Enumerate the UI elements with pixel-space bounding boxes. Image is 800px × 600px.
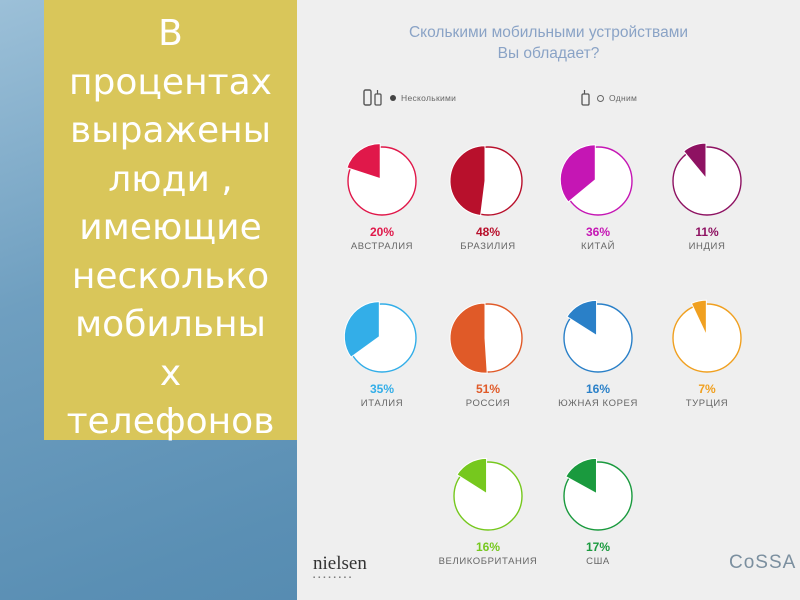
- pie-svg: [672, 142, 742, 216]
- pie-category-label: БРАЗИЛИЯ: [460, 241, 516, 252]
- chart-title-line1: Сколькими мобильными устройствами: [408, 24, 689, 41]
- pie-chart: 17% США: [543, 456, 653, 567]
- pie-slice: [456, 457, 488, 495]
- pie-category-label: КИТАЙ: [580, 241, 615, 252]
- legend-dot-filled: [390, 95, 396, 101]
- legend-multiple: Несколькими: [363, 88, 456, 108]
- legend-dot-empty: [597, 94, 604, 102]
- pie-svg: [449, 145, 523, 217]
- pie-svg: [449, 302, 523, 374]
- nielsen-logo-dots: ▪▪▪▪▪▪▪▪: [313, 575, 355, 581]
- chart-title-line2: Вы обладает?: [497, 45, 600, 62]
- pie-chart: 51% РОССИЯ: [433, 298, 543, 409]
- pie-category-label: ИНДИЯ: [688, 241, 726, 252]
- pie-category-label: ИТАЛИЯ: [360, 398, 404, 409]
- cossa-logo: CoSSA: [729, 552, 797, 573]
- pie-chart: 7% ТУРЦИЯ: [652, 298, 762, 409]
- pie-category-label: ТУРЦИЯ: [685, 398, 729, 409]
- pie-remainder: [672, 303, 742, 373]
- pie-svg: [559, 144, 633, 216]
- pie-chart: 20% АВСТРАЛИЯ: [327, 141, 437, 252]
- pie-chart: 48% БРАЗИЛИЯ: [433, 141, 543, 252]
- pie-svg: [343, 301, 417, 373]
- pie-slice: [566, 299, 598, 337]
- pie-category-label: ВЕЛИКОБРИТАНИЯ: [438, 556, 538, 567]
- pie-slice: [565, 457, 597, 495]
- pie-value-label: 48%: [475, 225, 501, 239]
- pie-category-label: США: [586, 556, 610, 567]
- pie-chart: 16% ЮЖНАЯ КОРЕЯ: [543, 298, 653, 409]
- pie-svg: [346, 143, 417, 216]
- chart-title: Сколькими мобильными устройствами Вы обл…: [297, 22, 800, 64]
- pie-slice: [559, 144, 596, 203]
- pie-value-label: 16%: [475, 540, 501, 554]
- pie-value-label: 36%: [585, 225, 611, 239]
- legend-single: Одним: [580, 88, 637, 108]
- pie-category-label: ЮЖНАЯ КОРЕЯ: [558, 398, 638, 409]
- pie-value-label: 35%: [369, 382, 395, 396]
- pie-value-label: 20%: [369, 225, 395, 239]
- phone-icon: [581, 90, 590, 106]
- pie-slice: [343, 301, 380, 358]
- infographic-panel: Сколькими мобильными устройствами Вы обл…: [297, 0, 800, 600]
- pie-slice: [682, 142, 707, 180]
- pie-slice: [346, 143, 381, 180]
- pie-svg: [672, 299, 742, 373]
- pie-category-label: АВСТРАЛИЯ: [350, 241, 414, 252]
- pie-value-label: 17%: [585, 540, 611, 554]
- pie-category-label: РОССИЯ: [465, 398, 511, 409]
- nielsen-logo: nielsen: [313, 553, 367, 574]
- pie-svg: [453, 457, 523, 531]
- pie-value-label: 7%: [698, 382, 716, 396]
- pie-chart: 35% ИТАЛИЯ: [327, 298, 437, 409]
- pie-value-label: 16%: [585, 382, 611, 396]
- pie-svg: [563, 457, 633, 531]
- pie-remainder: [672, 146, 742, 216]
- pie-chart: 16% ВЕЛИКОБРИТАНИЯ: [433, 456, 543, 567]
- pie-slice: [449, 302, 488, 374]
- pie-slice: [449, 145, 486, 217]
- legend-single-label: Одним: [609, 93, 638, 103]
- pie-chart: 11% ИНДИЯ: [652, 141, 762, 252]
- pie-slice: [690, 299, 707, 336]
- pie-svg: [563, 299, 633, 373]
- sidebar-caption-box: В процентах выражены люди , имеющие неск…: [44, 0, 297, 442]
- pie-value-label: 11%: [695, 225, 719, 239]
- sidebar-caption: В процентах выражены люди , имеющие неск…: [66, 13, 275, 442]
- pie-chart: 36% КИТАЙ: [543, 141, 653, 252]
- legend-multiple-label: Несколькими: [401, 93, 457, 103]
- two-phones-icon: [363, 89, 382, 106]
- pie-value-label: 51%: [475, 382, 501, 396]
